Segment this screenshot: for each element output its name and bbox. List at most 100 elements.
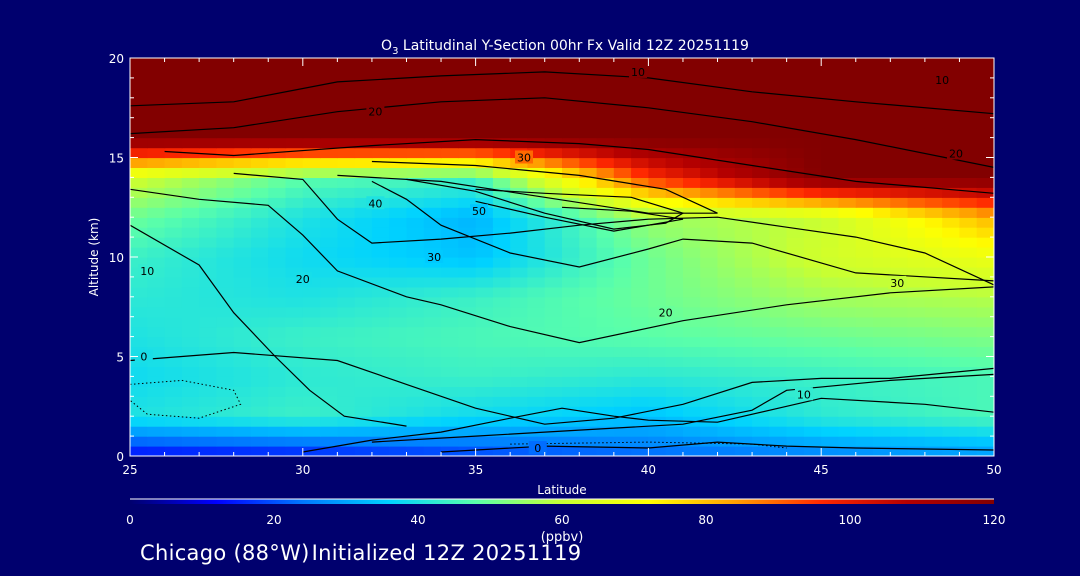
- heat-cell: [320, 97, 338, 109]
- heat-cell: [302, 187, 321, 198]
- heat-cell: [354, 167, 373, 178]
- heat-cell: [268, 177, 287, 188]
- heat-cell: [285, 137, 304, 149]
- heat-cell: [406, 177, 425, 188]
- heat-cell: [803, 406, 822, 417]
- heat-cell: [199, 436, 217, 447]
- heat-cell: [976, 117, 994, 129]
- heat-cell: [181, 237, 200, 248]
- heat-cell: [631, 97, 649, 109]
- heat-cell: [942, 316, 961, 328]
- heat-cell: [803, 227, 822, 238]
- heat-cell: [769, 207, 788, 218]
- heat-cell: [717, 316, 736, 328]
- heat-cell: [441, 366, 459, 377]
- heat-cell: [562, 286, 580, 298]
- heat-cell: [147, 58, 166, 69]
- heat-cell: [285, 107, 304, 119]
- heat-cell: [354, 58, 373, 69]
- heat-cell: [907, 87, 926, 99]
- heat-cell: [976, 286, 994, 298]
- heat-cell: [181, 207, 200, 218]
- heat-cell: [631, 147, 649, 159]
- heat-cell: [251, 187, 269, 198]
- heat-cell: [769, 157, 788, 168]
- heat-cell: [890, 58, 909, 69]
- heat-cell: [683, 257, 701, 268]
- heat-cell: [492, 366, 511, 377]
- heat-cell: [700, 276, 719, 288]
- heat-cell: [665, 177, 684, 188]
- heat-cell: [164, 386, 183, 397]
- heat-cell: [181, 167, 200, 178]
- heat-cell: [700, 147, 719, 159]
- heat-cell: [838, 87, 857, 99]
- heat-cell: [285, 157, 304, 168]
- heat-cell: [734, 207, 753, 218]
- heat-cell: [924, 356, 943, 367]
- heat-cell: [130, 376, 148, 387]
- heat-cell: [527, 217, 546, 228]
- heat-cell: [544, 247, 563, 258]
- heat-cell: [406, 197, 425, 208]
- heat-cell: [181, 117, 200, 129]
- heat-cell: [942, 237, 961, 248]
- heat-cell: [700, 316, 719, 328]
- heat-cell: [648, 147, 667, 159]
- heat-cell: [441, 207, 459, 218]
- heat-cell: [562, 237, 580, 248]
- heat-cell: [648, 167, 667, 178]
- heat-cell: [924, 406, 943, 417]
- heat-cell: [544, 436, 563, 447]
- x-tick-label: 30: [295, 463, 310, 477]
- heat-cell: [683, 296, 701, 308]
- heat-cell: [613, 87, 632, 99]
- heat-cell: [527, 326, 546, 338]
- heat-cell: [665, 426, 684, 437]
- heat-cell: [302, 316, 321, 328]
- heat-cell: [251, 127, 269, 139]
- heat-cell: [233, 227, 252, 238]
- heat-cell: [199, 58, 217, 69]
- heat-cell: [631, 316, 649, 328]
- heat-cell: [596, 197, 615, 208]
- heat-cell: [510, 257, 529, 268]
- heat-cell: [648, 227, 667, 238]
- heat-cell: [181, 446, 200, 456]
- heat-cell: [527, 257, 546, 268]
- heat-cell: [233, 346, 252, 358]
- heat-cell: [786, 296, 805, 308]
- heat-cell: [942, 296, 961, 308]
- heat-cell: [924, 336, 943, 348]
- heat-cell: [233, 376, 252, 387]
- heat-cell: [147, 227, 166, 238]
- heat-cell: [769, 107, 788, 119]
- heat-cell: [665, 147, 684, 159]
- heat-cell: [873, 237, 891, 248]
- heat-cell: [510, 87, 529, 99]
- heat-cell: [320, 87, 338, 99]
- heat-cell: [130, 366, 148, 377]
- heat-cell: [579, 286, 598, 298]
- heat-cell: [199, 336, 217, 348]
- heat-cell: [199, 117, 217, 129]
- heat-cell: [423, 67, 442, 79]
- heat-cell: [268, 426, 287, 437]
- heat-cell: [959, 207, 978, 218]
- heat-cell: [976, 177, 994, 188]
- heat-cell: [942, 197, 961, 208]
- heat-cell: [717, 177, 736, 188]
- heat-cell: [268, 356, 287, 367]
- heat-cell: [147, 386, 166, 397]
- heat-cell: [164, 197, 183, 208]
- heat-cell: [527, 67, 546, 79]
- heat-cell: [544, 386, 563, 397]
- heat-cell: [492, 87, 511, 99]
- heat-cell: [423, 306, 442, 318]
- contour-label-bg: [425, 250, 444, 263]
- heat-cell: [976, 446, 994, 456]
- heat-cell: [683, 306, 701, 318]
- heat-cell: [786, 187, 805, 198]
- heat-cell: [181, 346, 200, 358]
- heat-cell: [475, 107, 494, 119]
